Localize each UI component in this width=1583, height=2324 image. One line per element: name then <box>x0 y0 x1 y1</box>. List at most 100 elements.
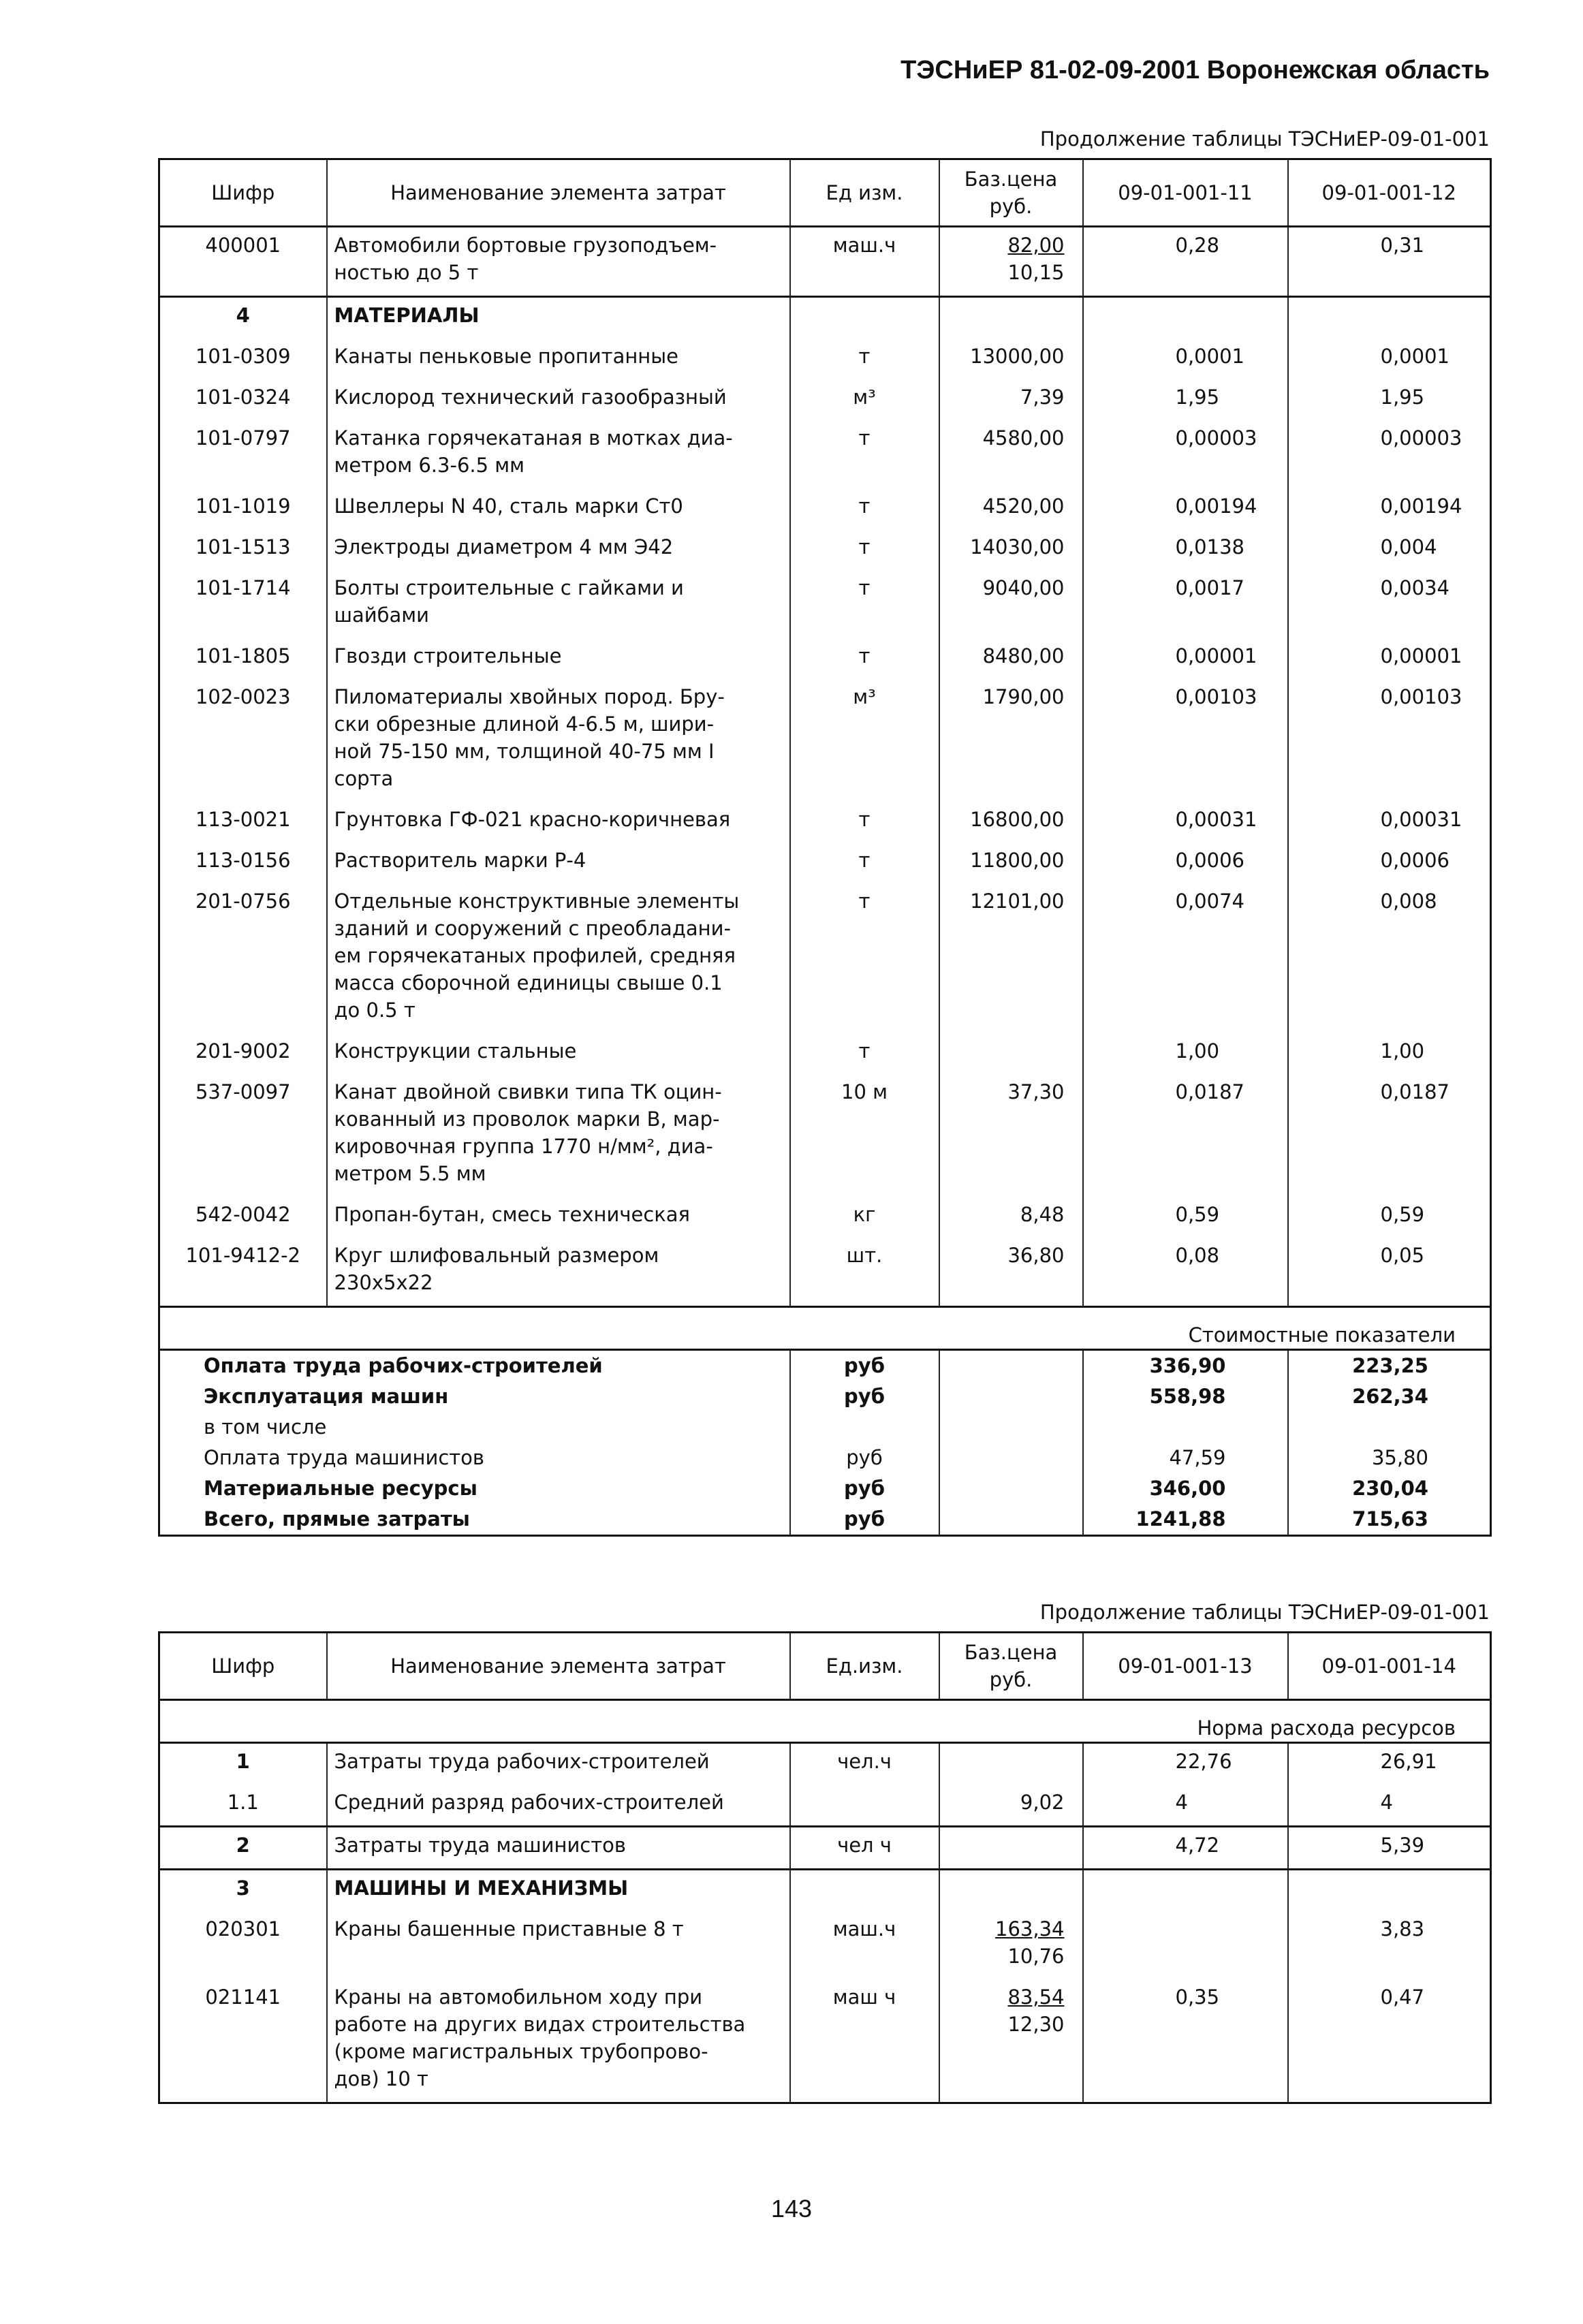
resource-name: Электроды диаметром 4 мм Э42 <box>326 529 791 570</box>
unit <box>789 1785 940 1827</box>
value-col-a: 1,95 <box>1082 379 1289 420</box>
unit: шт. <box>789 1238 940 1307</box>
value-col-a: 0,0074 <box>1082 883 1289 1033</box>
unit: маш.ч <box>789 226 940 297</box>
summary-row: Оплата труда машинистов руб 47,59 35,80 <box>158 1443 1492 1473</box>
value-col-a <box>1082 1869 1289 1911</box>
summary-col-b: 715,63 <box>1287 1504 1492 1536</box>
unit: т <box>789 1033 940 1074</box>
value-col-b: 0,47 <box>1287 1979 1492 2103</box>
base-price: 11800,00 <box>938 843 1084 883</box>
value-col-b: 0,00103 <box>1287 679 1492 802</box>
table-row: 101-0797 Катанка горячекатаная в мотках д… <box>158 420 1492 488</box>
base-price <box>938 1033 1084 1074</box>
resource-code: 400001 <box>158 226 328 297</box>
price-value: 37,30 <box>1007 1080 1065 1103</box>
summary-col-a: 558,98 <box>1082 1381 1289 1412</box>
table-row: 101-1714 Болты строительные с гайками и ш… <box>158 570 1492 638</box>
table-row: 102-0023 Пиломатериалы хвойных пород. Бру… <box>158 679 1492 802</box>
value-col-b: 0,31 <box>1287 226 1492 297</box>
price-value: 36,80 <box>1007 1244 1065 1267</box>
value-col-a: 0,00031 <box>1082 802 1289 843</box>
base-price: 12101,00 <box>938 883 1084 1033</box>
resource-name: Кислород технический газообразный <box>326 379 791 420</box>
unit <box>789 1869 940 1911</box>
base-price: 83,54 12,30 <box>938 1979 1084 2103</box>
table-row: 537-0097 Канат двойной свивки типа ТК оци… <box>158 1074 1492 1197</box>
value-col-a: 0,0001 <box>1082 339 1289 379</box>
resource-code: 201-9002 <box>158 1033 328 1074</box>
summary-col-a <box>1082 1412 1289 1443</box>
price-value: 13000,00 <box>970 345 1065 368</box>
unit: кг <box>789 1197 940 1238</box>
summary-col-b: 230,04 <box>1287 1473 1492 1504</box>
price-value: 4580,00 <box>982 426 1065 450</box>
base-price: 8,48 <box>938 1197 1084 1238</box>
resource-name: Грунтовка ГФ-021 красно-коричневая <box>326 802 791 843</box>
base-price: 163,34 10,76 <box>938 1911 1084 1979</box>
resource-code: 101-0324 <box>158 379 328 420</box>
unit: т <box>789 420 940 488</box>
section-band: Стоимостные показатели <box>158 1306 1492 1350</box>
resource-table-2: Шифр Наименование элемента затрат Ед.изм… <box>158 1631 1492 2104</box>
summary-price-empty <box>938 1473 1084 1504</box>
header-price: Баз.цена руб. <box>938 1632 1084 1700</box>
table-row: 3 МАШИНЫ И МЕХАНИЗМЫ <box>158 1869 1492 1911</box>
resource-code: 101-1513 <box>158 529 328 570</box>
resource-code: 101-1019 <box>158 488 328 529</box>
resource-name: Швеллеры N 40, сталь марки Ст0 <box>326 488 791 529</box>
summary-col-b: 223,25 <box>1287 1349 1492 1381</box>
price-wage-value: 12,30 <box>1007 2013 1065 2036</box>
value-col-a: 0,0017 <box>1082 570 1289 638</box>
resource-code: 102-0023 <box>158 679 328 802</box>
value-col-b: 0,0187 <box>1287 1074 1492 1197</box>
section-band-label: Стоимостные показатели <box>158 1306 1492 1350</box>
resource-name: Отдельные конструктивные элементы зданий… <box>326 883 791 1033</box>
resource-name: МАШИНЫ И МЕХАНИЗМЫ <box>326 1869 791 1911</box>
summary-price-empty <box>938 1381 1084 1412</box>
unit: маш ч <box>789 1979 940 2103</box>
resource-code: 201-0756 <box>158 883 328 1033</box>
summary-price-empty <box>938 1443 1084 1473</box>
resource-code: 101-1805 <box>158 638 328 679</box>
resource-name: Конструкции стальные <box>326 1033 791 1074</box>
summary-col-a: 47,59 <box>1082 1443 1289 1473</box>
resource-code: 1 <box>158 1742 328 1785</box>
value-col-a: 1,00 <box>1082 1033 1289 1074</box>
resource-code: 1.1 <box>158 1785 328 1827</box>
unit: т <box>789 529 940 570</box>
resource-name: Затраты труда рабочих-строителей <box>326 1742 791 1785</box>
header-code: Шифр <box>158 159 328 227</box>
summary-unit: руб <box>789 1443 940 1473</box>
unit: чел ч <box>789 1826 940 1870</box>
header-col-a: 09-01-001-11 <box>1082 159 1289 227</box>
summary-row: Эксплуатация машин руб 558,98 262,34 <box>158 1381 1492 1412</box>
table-row: 020301 Краны башенные приставные 8 т маш.ч… <box>158 1911 1492 1979</box>
price-wage-value: 10,76 <box>1007 1945 1065 1968</box>
base-price: 4580,00 <box>938 420 1084 488</box>
resource-name: Пиломатериалы хвойных пород. Бру- ски об… <box>326 679 791 802</box>
resource-name: Болты строительные с гайками и шайбами <box>326 570 791 638</box>
value-col-b: 0,0034 <box>1287 570 1492 638</box>
resource-code: 113-0156 <box>158 843 328 883</box>
value-col-a: 0,35 <box>1082 1979 1289 2103</box>
unit: т <box>789 638 940 679</box>
table-row: 101-9412-2 Круг шлифовальный размером 230… <box>158 1238 1492 1307</box>
resource-code: 113-0021 <box>158 802 328 843</box>
table-row: 2 Затраты труда машинистов чел ч 4,72 5,39 <box>158 1826 1492 1870</box>
summary-label: Материальные ресурсы <box>158 1473 790 1504</box>
unit: чел.ч <box>789 1742 940 1785</box>
value-col-b: 1,95 <box>1287 379 1492 420</box>
value-col-a: 0,00003 <box>1082 420 1289 488</box>
header-price: Баз.цена руб. <box>938 159 1084 227</box>
base-price: 16800,00 <box>938 802 1084 843</box>
resource-code: 4 <box>158 296 328 339</box>
unit: маш.ч <box>789 1911 940 1979</box>
resource-code: 020301 <box>158 1911 328 1979</box>
table-row: 101-1019 Швеллеры N 40, сталь марки Ст0 т 4… <box>158 488 1492 529</box>
summary-row: Всего, прямые затраты руб 1241,88 715,63 <box>158 1504 1492 1536</box>
summary-unit: руб <box>789 1349 940 1381</box>
header-col-a: 09-01-001-13 <box>1082 1632 1289 1700</box>
resource-name: Растворитель марки Р-4 <box>326 843 791 883</box>
value-col-b: 0,00194 <box>1287 488 1492 529</box>
